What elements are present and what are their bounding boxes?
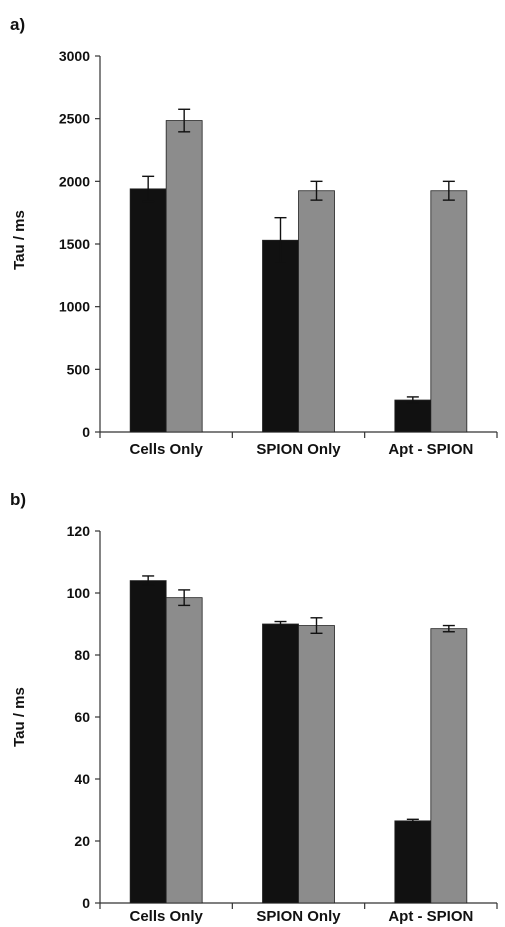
- x-tick-label: Cells Only: [129, 908, 203, 925]
- x-tick-label: Cells Only: [129, 441, 203, 458]
- chart-marks: 0 20 40 60 80 100 120 Cells Only SPION Only Apt -…: [67, 523, 498, 925]
- panel-label: b): [10, 490, 26, 509]
- bar: [430, 190, 468, 433]
- y-tick-label: 0: [82, 424, 90, 440]
- chart-panel-a: a) Tau / ms 0 500 1000 1500 2000 2500 3000 Cell…: [10, 15, 498, 458]
- y-tick-label: 40: [74, 771, 90, 787]
- bar: [262, 623, 299, 904]
- y-tick-label: 500: [67, 361, 91, 377]
- y-tick-label: 100: [67, 585, 91, 601]
- bar: [394, 820, 432, 904]
- y-axis-title: Tau / ms: [11, 687, 28, 747]
- chart-marks: 0 500 1000 1500 2000 2500 3000 Cells Only SPION …: [59, 48, 498, 458]
- bar: [298, 190, 335, 433]
- bar: [262, 239, 299, 433]
- bar: [129, 580, 167, 904]
- y-tick-label: 2000: [59, 173, 90, 189]
- x-tick-label: Apt - SPION: [388, 908, 473, 925]
- y-tick-label: 20: [74, 833, 90, 849]
- bar: [430, 628, 468, 904]
- y-tick-label: 2500: [59, 111, 90, 127]
- chart-panel-b: b) Tau / ms 0 20 40 60 80 100 120 Cells Only SPI…: [10, 490, 498, 925]
- bar: [129, 188, 167, 433]
- y-axis-title: Tau / ms: [11, 210, 28, 270]
- y-tick-label: 0: [82, 895, 90, 911]
- y-tick-label: 3000: [59, 48, 90, 64]
- y-tick-label: 80: [74, 647, 90, 663]
- panel-label: a): [10, 15, 25, 34]
- bar: [165, 597, 203, 904]
- bar: [165, 120, 203, 433]
- x-tick-label: SPION Only: [256, 908, 341, 925]
- x-tick-label: SPION Only: [256, 441, 341, 458]
- y-tick-label: 1500: [59, 236, 90, 252]
- bar: [298, 625, 335, 904]
- bar: [394, 399, 432, 433]
- y-tick-label: 1000: [59, 299, 90, 315]
- y-tick-label: 120: [67, 523, 91, 539]
- x-tick-label: Apt - SPION: [388, 441, 473, 458]
- y-tick-label: 60: [74, 709, 90, 725]
